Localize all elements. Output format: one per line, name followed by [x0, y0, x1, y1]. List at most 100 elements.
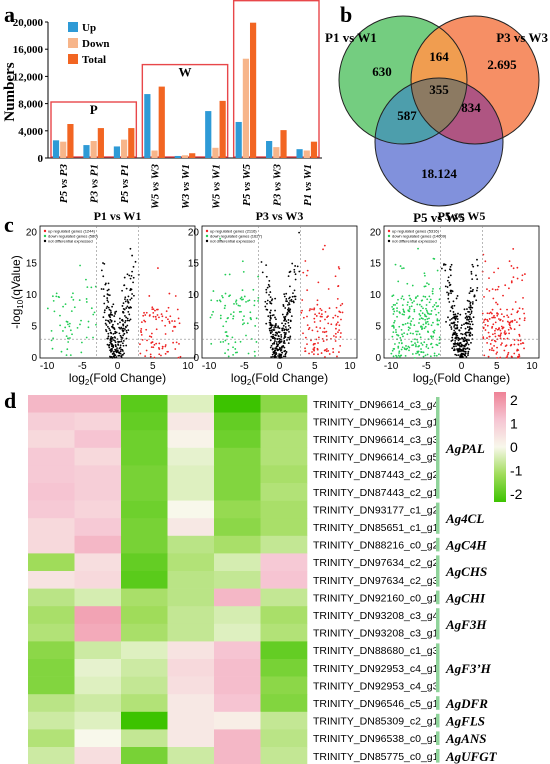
volcano-point-ns	[464, 322, 467, 325]
volcano-point-down	[413, 310, 416, 313]
volcano-point-down	[400, 328, 403, 331]
heatmap-cell	[28, 694, 75, 713]
volcano-point-ns	[286, 312, 289, 315]
volcano-point-down	[422, 307, 424, 310]
volcano-point-down	[402, 335, 404, 338]
volcano-point-ns	[115, 356, 118, 358]
volcano-point-ns	[450, 318, 453, 320]
volcano-point-up	[494, 340, 497, 343]
volcano-point-ns	[125, 329, 128, 332]
volcano-point-ns	[278, 327, 281, 330]
volcano-point-down	[232, 315, 235, 318]
heatmap-cell	[74, 694, 122, 713]
volcano-point-ns	[273, 341, 276, 344]
volcano-point-down	[401, 304, 404, 306]
heatmap-cell	[167, 447, 215, 466]
heatmap-cell	[121, 571, 168, 589]
volcano-point-ns	[114, 332, 117, 335]
volcano-point-ns	[114, 330, 117, 333]
volcano-point-up	[517, 310, 519, 313]
volcano-point-down	[240, 310, 242, 313]
volcano-point-down	[253, 299, 256, 302]
volcano-point-ns	[109, 339, 112, 341]
volcano-point-ns	[106, 305, 109, 308]
volcano-point-ns	[121, 342, 124, 345]
volcano-point-down	[435, 313, 438, 316]
volcano-point-ns	[102, 288, 105, 291]
volcano-point-ns	[270, 344, 273, 347]
volcano-point-ns	[285, 328, 288, 331]
volcano-point-down	[426, 282, 428, 285]
volcano-point-up	[158, 342, 161, 345]
bar-down	[151, 150, 158, 158]
volcano-point-ns	[122, 353, 124, 356]
volcano-point-ns	[465, 315, 468, 318]
volcano-point-ns	[103, 262, 106, 265]
volcano-point-up	[488, 318, 491, 320]
volcano-point-up	[327, 288, 330, 290]
volcano-point-up	[493, 271, 495, 274]
heatmap-cell	[260, 571, 308, 589]
volcano-point-ns	[296, 265, 299, 268]
heatmap-cell	[260, 606, 308, 625]
heatmap-cell	[28, 500, 75, 519]
volcano-point-ns	[283, 355, 285, 358]
heatmap-cell	[121, 395, 168, 413]
bar-down	[60, 141, 67, 158]
volcano-x-tick-label: 0	[115, 361, 121, 372]
volcano-point-up	[173, 326, 175, 328]
volcano-point-up	[517, 349, 520, 352]
volcano-point-ns	[265, 308, 268, 311]
volcano-point-up	[510, 265, 513, 267]
volcano-point-up	[311, 308, 313, 311]
heatmap-cell	[260, 395, 308, 413]
volcano-point-ns	[117, 323, 119, 325]
volcano-point-down	[428, 295, 431, 298]
volcano-point-down	[438, 338, 441, 341]
volcano-point-ns	[460, 332, 462, 335]
volcano-point-ns	[446, 286, 449, 288]
heatmap-row-label: TRINITY_DN96538_c0_g1	[313, 733, 439, 745]
volcano-point-ns	[268, 329, 271, 332]
volcano-point-ns	[298, 231, 301, 234]
volcano-point-ns	[124, 298, 126, 300]
volcano-point-ns	[107, 288, 110, 291]
volcano-point-down	[247, 352, 250, 355]
volcano-point-ns	[102, 262, 104, 264]
volcano-point-up	[484, 260, 487, 263]
volcano-point-down	[225, 331, 228, 333]
volcano-point-ns	[290, 298, 293, 301]
volcano-point-up	[176, 308, 179, 311]
heatmap-row-label: TRINITY_DN85775_c0_g1	[313, 751, 439, 763]
volcano-point-up	[149, 355, 152, 358]
volcano-point-down	[432, 305, 434, 308]
volcano-point-ns	[127, 311, 130, 313]
volcano-point-up	[174, 348, 177, 350]
heatmap-cell	[28, 553, 75, 572]
volcano-point-down	[225, 334, 228, 337]
volcano-point-up	[311, 351, 313, 353]
bar-down	[90, 141, 97, 158]
volcano-point-down	[51, 295, 54, 298]
bar-up	[83, 145, 90, 158]
volcano-point-ns	[103, 309, 106, 312]
volcano-point-up	[489, 343, 492, 345]
volcano-point-ns	[119, 327, 122, 330]
volcano-point-up	[497, 334, 500, 337]
volcano-x-tick-label: -10	[384, 361, 399, 372]
volcano-point-down	[219, 300, 222, 303]
volcano-legend-label: up regulated genes (2116)	[210, 229, 257, 234]
volcano-point-down	[421, 343, 424, 346]
heatmap-group-label: AgANS	[445, 731, 486, 746]
volcano-point-down	[238, 310, 241, 313]
volcano-point-up	[483, 354, 486, 357]
volcano-point-up	[337, 331, 339, 333]
volcano-point-ns	[286, 308, 289, 311]
volcano-point-down	[433, 329, 436, 332]
bar-up	[52, 140, 60, 158]
volcano-point-up	[143, 319, 145, 322]
volcano-y-tick-label: 15	[370, 259, 382, 270]
volcano-point-down	[438, 336, 441, 339]
volcano-point-up	[315, 326, 318, 329]
